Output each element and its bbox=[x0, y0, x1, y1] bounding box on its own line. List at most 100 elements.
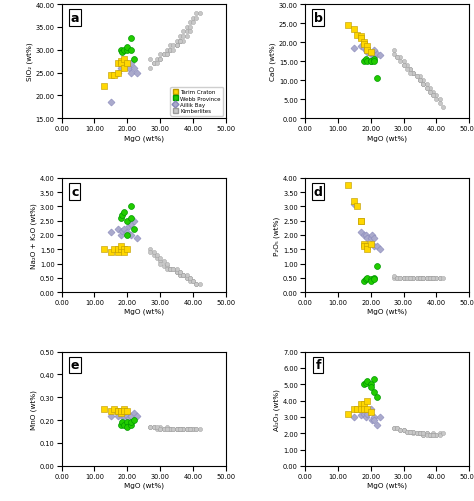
Point bbox=[393, 54, 401, 62]
Point bbox=[176, 425, 184, 433]
Point bbox=[364, 397, 371, 405]
Point bbox=[124, 217, 131, 225]
Point bbox=[117, 421, 125, 429]
Point bbox=[364, 47, 371, 55]
Point bbox=[367, 58, 374, 66]
Point bbox=[153, 423, 161, 431]
Point bbox=[173, 425, 181, 433]
Point bbox=[433, 92, 440, 100]
Point bbox=[419, 431, 427, 439]
Point bbox=[166, 425, 174, 433]
Point bbox=[130, 65, 138, 73]
Point bbox=[114, 248, 121, 257]
Point bbox=[400, 426, 407, 434]
Point bbox=[189, 425, 197, 433]
Point bbox=[125, 414, 133, 422]
X-axis label: MgO (wt%): MgO (wt%) bbox=[367, 481, 407, 488]
Point bbox=[117, 409, 125, 417]
Point bbox=[127, 220, 135, 228]
Point bbox=[117, 231, 125, 239]
Point bbox=[156, 255, 164, 263]
Point bbox=[370, 276, 378, 284]
Point bbox=[396, 274, 404, 282]
Point bbox=[410, 70, 417, 78]
Point bbox=[357, 217, 365, 225]
Point bbox=[390, 274, 397, 282]
Point bbox=[433, 431, 440, 439]
Point bbox=[362, 276, 370, 284]
Point bbox=[413, 429, 420, 437]
Point bbox=[419, 431, 427, 439]
Point bbox=[118, 227, 126, 235]
Point bbox=[127, 60, 135, 68]
Point bbox=[410, 428, 417, 436]
Point bbox=[360, 231, 368, 239]
Point bbox=[419, 77, 427, 85]
Point bbox=[364, 410, 371, 418]
Point bbox=[127, 47, 135, 55]
Point bbox=[180, 29, 187, 37]
Point bbox=[127, 203, 135, 211]
Point bbox=[396, 58, 404, 66]
Point bbox=[120, 421, 128, 429]
Point bbox=[410, 70, 417, 78]
Point bbox=[170, 47, 177, 55]
Y-axis label: P₂O₅ (wt%): P₂O₅ (wt%) bbox=[274, 216, 280, 255]
Point bbox=[410, 70, 417, 78]
Point bbox=[433, 431, 440, 439]
Point bbox=[368, 231, 376, 239]
Point bbox=[350, 405, 358, 413]
Y-axis label: Al₂O₃ (wt%): Al₂O₃ (wt%) bbox=[274, 388, 280, 430]
Point bbox=[117, 407, 125, 415]
Point bbox=[403, 274, 410, 282]
Point bbox=[120, 60, 128, 68]
Point bbox=[396, 274, 404, 282]
Point bbox=[429, 431, 437, 439]
Y-axis label: MnO (wt%): MnO (wt%) bbox=[30, 389, 37, 429]
Point bbox=[124, 412, 131, 420]
Point bbox=[183, 24, 191, 32]
Point bbox=[357, 217, 365, 225]
Point bbox=[163, 51, 171, 59]
Point bbox=[439, 274, 447, 282]
Point bbox=[393, 424, 401, 432]
Point bbox=[429, 274, 437, 282]
Point bbox=[146, 248, 154, 257]
Point bbox=[374, 75, 381, 83]
Point bbox=[436, 274, 444, 282]
Point bbox=[377, 52, 384, 60]
Point bbox=[423, 85, 430, 93]
Point bbox=[423, 274, 430, 282]
Point bbox=[163, 266, 171, 274]
Point bbox=[413, 274, 420, 282]
Point bbox=[403, 66, 410, 74]
Point bbox=[173, 266, 181, 274]
Point bbox=[377, 413, 384, 421]
Point bbox=[436, 96, 444, 104]
Point bbox=[370, 389, 378, 397]
Point bbox=[180, 272, 187, 280]
Point bbox=[433, 274, 440, 282]
Point bbox=[357, 400, 365, 408]
Point bbox=[124, 231, 131, 239]
Point bbox=[374, 393, 381, 401]
Point bbox=[426, 89, 434, 97]
Point bbox=[170, 266, 177, 274]
Point bbox=[170, 42, 177, 50]
Point bbox=[396, 426, 404, 434]
Point bbox=[173, 38, 181, 46]
Point bbox=[107, 99, 115, 107]
Point bbox=[166, 266, 174, 274]
Point bbox=[100, 405, 108, 413]
Point bbox=[350, 200, 358, 208]
Point bbox=[196, 280, 203, 288]
Text: b: b bbox=[314, 12, 322, 25]
Point bbox=[118, 60, 126, 68]
Point bbox=[374, 51, 381, 59]
Point bbox=[114, 245, 121, 254]
Point bbox=[370, 58, 378, 66]
Point bbox=[367, 277, 374, 285]
Point bbox=[406, 66, 414, 74]
Point bbox=[176, 272, 184, 280]
Point bbox=[423, 429, 430, 437]
